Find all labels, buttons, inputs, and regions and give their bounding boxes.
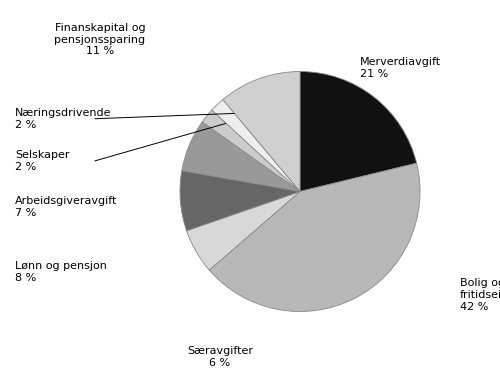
Wedge shape: [182, 122, 300, 192]
Wedge shape: [180, 171, 300, 231]
Text: Finanskapital og
pensjonssparing
11 %: Finanskapital og pensjonssparing 11 %: [54, 23, 146, 56]
Wedge shape: [300, 72, 416, 192]
Wedge shape: [210, 163, 420, 311]
Wedge shape: [186, 192, 300, 270]
Text: Særavgifter
6 %: Særavgifter 6 %: [187, 346, 253, 368]
Text: Lønn og pensjon
8 %: Lønn og pensjon 8 %: [15, 261, 107, 283]
Text: Merverdiavgift
21 %: Merverdiavgift 21 %: [360, 57, 441, 79]
Text: Bolig og
fritidseiendom
42 %: Bolig og fritidseiendom 42 %: [460, 278, 500, 311]
Wedge shape: [223, 72, 300, 192]
Text: Næringsdrivende
2 %: Næringsdrivende 2 %: [15, 108, 112, 129]
Text: Selskaper
2 %: Selskaper 2 %: [15, 150, 70, 172]
Wedge shape: [212, 100, 300, 192]
Wedge shape: [202, 110, 300, 192]
Text: Arbeidsgiveravgift
7 %: Arbeidsgiveravgift 7 %: [15, 196, 118, 218]
